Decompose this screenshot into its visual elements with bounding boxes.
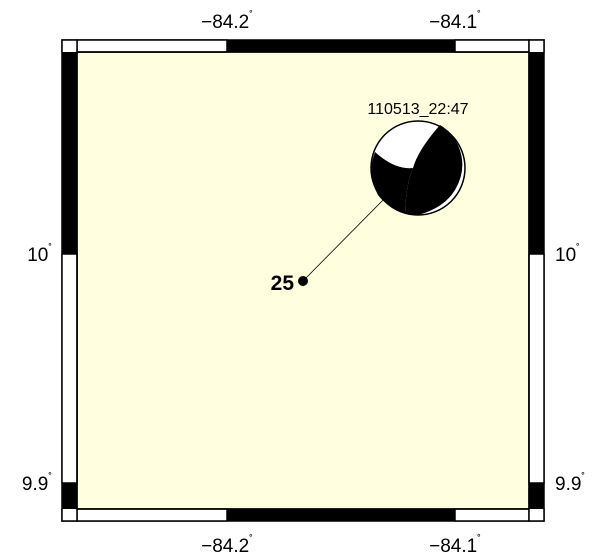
depth-label: 25 <box>271 272 295 295</box>
y-tick-label-left-2: 9.9˚ <box>22 472 52 495</box>
epicenter-marker <box>298 276 308 286</box>
frame-left <box>62 40 77 521</box>
frame-top <box>62 40 544 52</box>
y-tick-label-right-2: 9.9˚ <box>555 472 585 495</box>
event-title: 110513_22:47 <box>367 101 468 118</box>
frame-bottom <box>62 509 544 521</box>
x-tick-label-bottom-2: −84.1˚ <box>429 534 481 557</box>
y-tick-label-right-1: 10˚ <box>555 243 580 266</box>
beachball-icon <box>371 121 465 215</box>
y-tick-label-left-1: 10˚ <box>27 243 52 266</box>
x-tick-label-bottom-1: −84.2˚ <box>201 534 253 557</box>
x-tick-label-top-1: −84.2˚ <box>201 10 253 33</box>
x-tick-label-top-2: −84.1˚ <box>429 10 481 33</box>
frame-right <box>529 40 544 521</box>
